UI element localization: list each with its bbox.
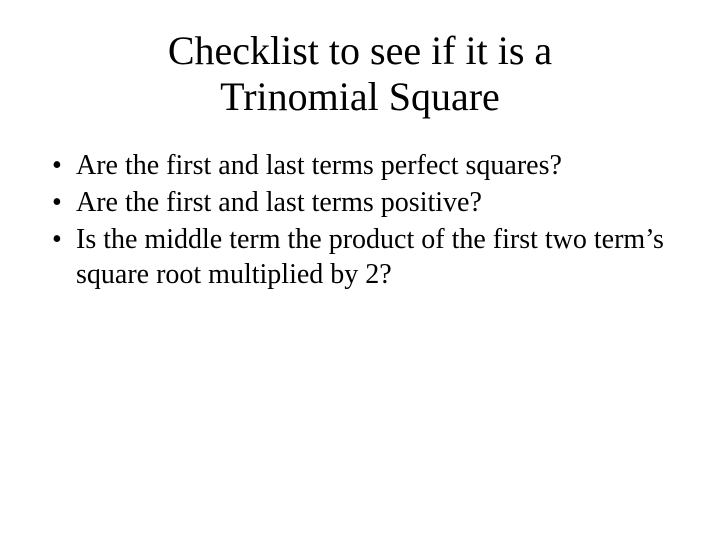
title-line-2: Trinomial Square: [220, 74, 500, 119]
bullet-text: Are the first and last terms perfect squ…: [76, 150, 562, 181]
title-line-1: Checklist to see if it is a: [168, 28, 552, 73]
list-item: Are the first and last terms perfect squ…: [48, 148, 680, 183]
bullet-list: Are the first and last terms perfect squ…: [40, 148, 680, 292]
bullet-text: Is the middle term the product of the fi…: [76, 224, 664, 290]
list-item: Is the middle term the product of the fi…: [48, 222, 680, 292]
list-item: Are the first and last terms positive?: [48, 185, 680, 220]
bullet-text: Are the first and last terms positive?: [76, 187, 482, 218]
slide-title: Checklist to see if it is a Trinomial Sq…: [40, 28, 680, 120]
slide: Checklist to see if it is a Trinomial Sq…: [0, 0, 720, 540]
